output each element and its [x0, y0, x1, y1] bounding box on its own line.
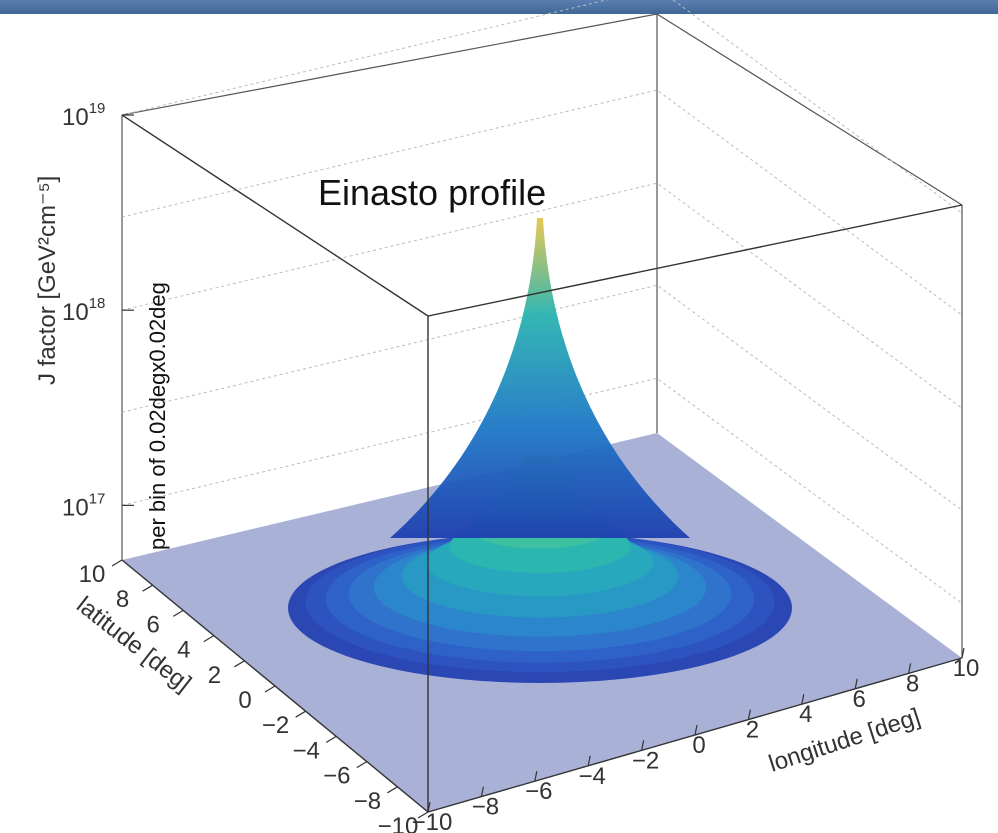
latitude-tick-mark — [417, 811, 429, 819]
x-axis-label: longitude [deg] — [766, 703, 924, 777]
longitude-tick-label: 8 — [906, 670, 919, 697]
z-axis-label: J factor [GeV²cm⁻⁵] — [34, 176, 61, 385]
longitude-tick-label: 0 — [692, 732, 705, 759]
latitude-tick-label: −4 — [293, 737, 320, 764]
jfactor-ticks: 1017 1018 1019 — [62, 100, 134, 521]
latitude-tick-label: −2 — [262, 712, 289, 739]
longitude-tick-mark — [908, 663, 912, 674]
longitude-tick-label: 4 — [799, 701, 812, 728]
latitude-tick-mark — [387, 786, 398, 794]
window-top-bar — [0, 0, 998, 14]
longitude-tick-label: −2 — [632, 747, 659, 774]
surface-peak — [390, 218, 690, 538]
z-axis-sublabel: per bin of 0.02degx0.02deg — [145, 282, 170, 550]
longitude-tick-label: −10 — [412, 809, 453, 833]
longitude-tick-label: 10 — [953, 655, 980, 682]
latitude-tick-mark — [356, 761, 368, 769]
longitude-tick-mark — [427, 801, 431, 813]
jfactor-tick-label: 1017 — [62, 490, 105, 521]
latitude-tick-mark — [111, 559, 123, 567]
chart-title: Einasto profile — [318, 172, 546, 213]
latitude-tick-mark — [142, 584, 153, 592]
latitude-tick-label: −8 — [354, 788, 381, 815]
back-walls — [121, 13, 963, 658]
longitude-tick-mark — [747, 709, 751, 720]
latitude-tick-mark — [172, 609, 184, 617]
latitude-tick-mark — [325, 735, 337, 743]
einasto-surface — [288, 218, 792, 683]
latitude-tick-mark — [264, 685, 276, 693]
longitude-ticks: −10 −8 −6 −4 −2 0 2 4 6 8 10 — [412, 647, 980, 833]
latitude-tick-label: 10 — [79, 561, 106, 588]
latitude-tick-label: 8 — [116, 586, 129, 613]
longitude-tick-mark — [694, 724, 698, 736]
latitude-tick-mark — [203, 635, 215, 643]
longitude-tick-mark — [961, 647, 965, 659]
latitude-tick-label: 2 — [208, 662, 221, 689]
latitude-tick-label: −10 — [378, 813, 419, 833]
longitude-tick-label: −6 — [525, 778, 552, 805]
longitude-tick-mark — [534, 771, 538, 782]
latitude-tick-label: 6 — [147, 611, 160, 638]
longitude-tick-mark — [587, 755, 591, 766]
longitude-tick-label: −4 — [579, 763, 606, 790]
latitude-tick-label: −6 — [323, 763, 350, 790]
latitude-tick-mark — [234, 660, 245, 668]
jfactor-tick-label: 1018 — [62, 295, 105, 326]
jfactor-tick-label: 1019 — [62, 100, 105, 131]
longitude-tick-mark — [854, 678, 858, 689]
longitude-tick-mark — [480, 786, 484, 797]
longitude-tick-mark — [641, 740, 645, 751]
longitude-tick-label: 2 — [746, 717, 759, 744]
longitude-tick-mark — [801, 694, 805, 705]
longitude-tick-label: 6 — [853, 686, 866, 713]
latitude-tick-label: 4 — [177, 637, 190, 664]
latitude-tick-label: 0 — [238, 687, 251, 714]
latitude-tick-mark — [295, 710, 306, 718]
longitude-tick-label: −8 — [472, 794, 499, 821]
